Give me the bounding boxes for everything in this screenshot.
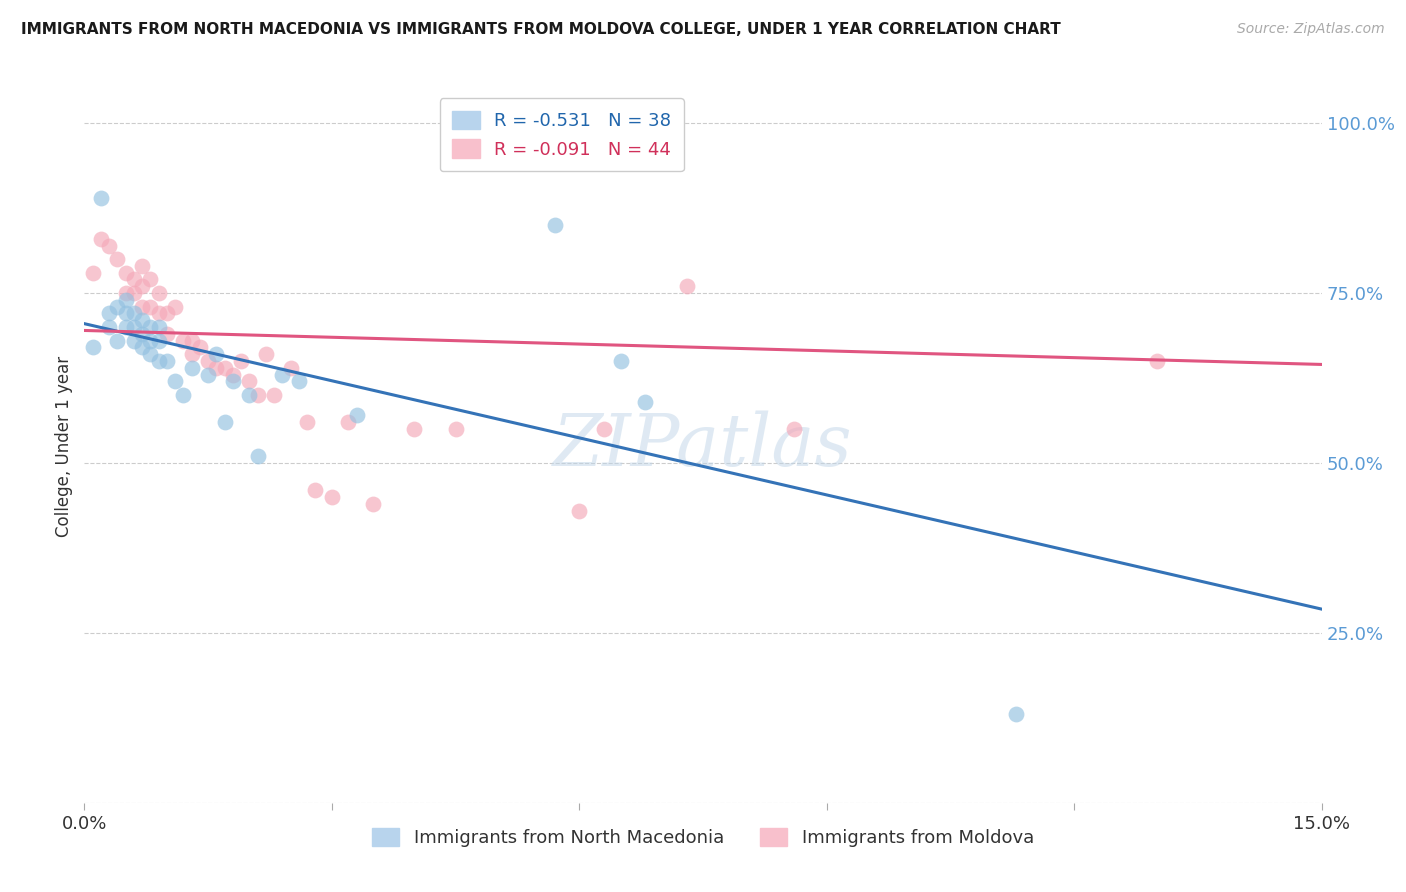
- Point: [214, 360, 236, 375]
- Point: [263, 388, 285, 402]
- Point: [148, 320, 170, 334]
- Text: Source: ZipAtlas.com: Source: ZipAtlas.com: [1237, 22, 1385, 37]
- Point: [180, 334, 202, 348]
- Point: [165, 375, 187, 389]
- Point: [131, 300, 153, 314]
- Point: [337, 415, 360, 429]
- Point: [288, 375, 311, 389]
- Point: [361, 497, 384, 511]
- Point: [131, 279, 153, 293]
- Point: [114, 306, 136, 320]
- Point: [122, 272, 145, 286]
- Point: [304, 483, 326, 498]
- Point: [783, 422, 806, 436]
- Point: [238, 375, 260, 389]
- Point: [131, 313, 153, 327]
- Point: [197, 368, 219, 382]
- Text: IMMIGRANTS FROM NORTH MACEDONIA VS IMMIGRANTS FROM MOLDOVA COLLEGE, UNDER 1 YEAR: IMMIGRANTS FROM NORTH MACEDONIA VS IMMIG…: [21, 22, 1062, 37]
- Point: [180, 360, 202, 375]
- Point: [139, 300, 162, 314]
- Point: [156, 306, 179, 320]
- Point: [122, 334, 145, 348]
- Point: [205, 360, 228, 375]
- Point: [148, 286, 170, 301]
- Point: [131, 341, 153, 355]
- Point: [148, 334, 170, 348]
- Point: [105, 334, 128, 348]
- Point: [568, 503, 591, 517]
- Point: [404, 422, 426, 436]
- Point: [148, 354, 170, 368]
- Point: [180, 347, 202, 361]
- Y-axis label: College, Under 1 year: College, Under 1 year: [55, 355, 73, 537]
- Point: [131, 259, 153, 273]
- Point: [246, 388, 269, 402]
- Point: [165, 300, 187, 314]
- Point: [543, 218, 565, 232]
- Text: ZIPatlas: ZIPatlas: [553, 410, 853, 482]
- Point: [82, 341, 104, 355]
- Point: [222, 368, 245, 382]
- Point: [139, 334, 162, 348]
- Point: [105, 252, 128, 266]
- Point: [222, 375, 245, 389]
- Point: [172, 334, 194, 348]
- Point: [122, 320, 145, 334]
- Point: [675, 279, 697, 293]
- Point: [214, 415, 236, 429]
- Point: [188, 341, 211, 355]
- Point: [593, 422, 616, 436]
- Point: [98, 320, 121, 334]
- Point: [229, 354, 252, 368]
- Point: [114, 293, 136, 307]
- Legend: Immigrants from North Macedonia, Immigrants from Moldova: Immigrants from North Macedonia, Immigra…: [366, 821, 1040, 855]
- Point: [82, 266, 104, 280]
- Point: [139, 320, 162, 334]
- Point: [254, 347, 277, 361]
- Point: [205, 347, 228, 361]
- Point: [172, 388, 194, 402]
- Point: [105, 300, 128, 314]
- Point: [295, 415, 318, 429]
- Point: [114, 320, 136, 334]
- Point: [1146, 354, 1168, 368]
- Point: [246, 449, 269, 463]
- Point: [98, 238, 121, 252]
- Point: [98, 306, 121, 320]
- Point: [238, 388, 260, 402]
- Point: [122, 306, 145, 320]
- Point: [280, 360, 302, 375]
- Point: [139, 347, 162, 361]
- Point: [156, 326, 179, 341]
- Point: [114, 286, 136, 301]
- Point: [131, 326, 153, 341]
- Point: [609, 354, 631, 368]
- Point: [634, 394, 657, 409]
- Point: [114, 266, 136, 280]
- Point: [197, 354, 219, 368]
- Point: [444, 422, 467, 436]
- Point: [90, 191, 112, 205]
- Point: [346, 409, 368, 423]
- Point: [321, 490, 343, 504]
- Point: [271, 368, 294, 382]
- Point: [1005, 707, 1028, 722]
- Point: [139, 272, 162, 286]
- Point: [90, 232, 112, 246]
- Point: [156, 354, 179, 368]
- Point: [122, 286, 145, 301]
- Point: [148, 306, 170, 320]
